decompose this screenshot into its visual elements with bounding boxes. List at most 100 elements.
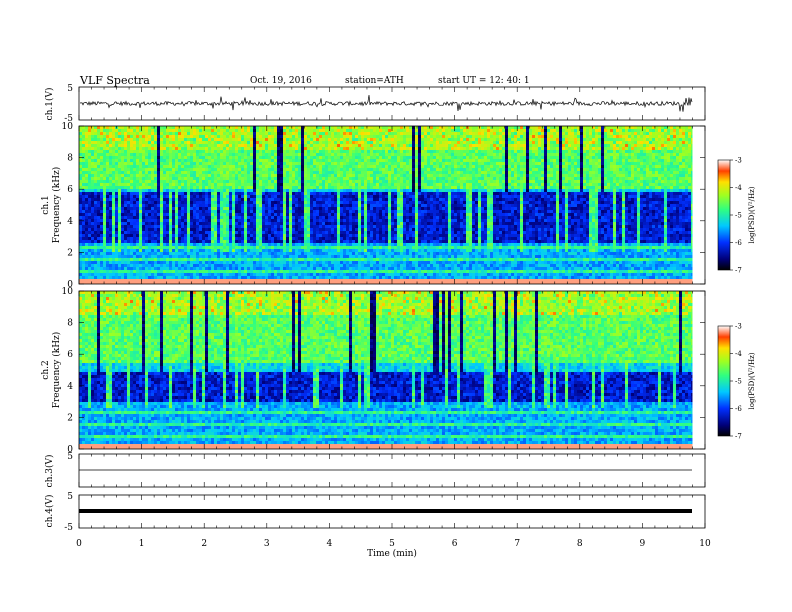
spectrogram-cell: [214, 279, 217, 282]
spectrogram-cell: [247, 159, 250, 162]
spectrogram-cell: [178, 198, 181, 201]
spectrogram-cell: [292, 189, 295, 192]
spectrogram-cell: [187, 282, 190, 284]
spectrogram-cell: [322, 162, 325, 165]
spectrogram-cell: [262, 177, 265, 180]
spectrogram-cell: [172, 249, 175, 252]
spectrogram-cell: [208, 174, 211, 177]
spectrogram-cell: [142, 222, 145, 225]
spectrogram-cell: [331, 201, 334, 204]
spectrogram-cell: [346, 153, 349, 156]
spectrogram-cell: [85, 225, 88, 228]
spectrogram-cell: [121, 267, 124, 270]
ch1-waveform-ylabel: ch.1(V): [44, 88, 55, 121]
spectrogram-cell: [331, 168, 334, 171]
spectrogram-cell: [136, 159, 139, 162]
spectrogram-cell: [277, 267, 280, 270]
spectrogram-cell: [139, 129, 142, 132]
spectrogram-cell: [163, 249, 166, 252]
spectrogram-cell: [208, 264, 211, 267]
spectrogram-cell: [130, 270, 133, 273]
spectrogram-cell: [328, 186, 331, 189]
spectrogram-cell: [265, 195, 268, 198]
spectrogram-cell: [133, 153, 136, 156]
spectrogram-cell: [298, 240, 301, 243]
spectrogram-cell: [226, 141, 229, 144]
spectrogram-cell: [178, 174, 181, 177]
spectrogram-cell: [223, 258, 226, 261]
spectrogram-cell: [172, 237, 175, 240]
spectrogram-cell: [220, 270, 223, 273]
spectrogram-cell: [256, 246, 259, 249]
spectrogram-cell: [127, 153, 130, 156]
spectrogram-cell: [160, 210, 163, 213]
spectrogram-cell: [352, 240, 355, 243]
spectrogram-cell: [337, 258, 340, 261]
spectrogram-cell: [292, 153, 295, 156]
spectrogram-cell: [133, 201, 136, 204]
spectrogram-cell: [307, 150, 310, 153]
spectrogram-cell: [325, 225, 328, 228]
spectrogram-cell: [100, 255, 103, 258]
spectrogram-cell: [349, 129, 352, 132]
spectrogram-cell: [304, 147, 307, 150]
spectrogram-cell: [136, 279, 139, 282]
spectrogram-cell: [214, 138, 217, 141]
spectrogram-cell: [115, 183, 118, 186]
spectrogram-cell: [259, 276, 262, 279]
spectrogram-cell: [343, 129, 346, 132]
spectrogram-cell: [208, 144, 211, 147]
spectrogram-cell: [319, 165, 322, 168]
spectrogram-cell: [118, 279, 121, 282]
spectrogram-cell: [85, 210, 88, 213]
spectrogram-cell: [217, 222, 220, 225]
spectrogram-cell: [316, 186, 319, 189]
spectrogram-cell: [307, 186, 310, 189]
spectrogram-cell: [109, 258, 112, 261]
spectrogram-cell: [349, 126, 352, 129]
spectrogram-cell: [115, 222, 118, 225]
spectrogram-cell: [256, 165, 259, 168]
spectrogram-cell: [328, 228, 331, 231]
spectrogram-cell: [268, 180, 271, 183]
spectrogram-cell: [115, 156, 118, 159]
spectrogram-cell: [268, 144, 271, 147]
spectrogram-cell: [91, 249, 94, 252]
spectrogram-cell: [352, 147, 355, 150]
spectrogram-cell: [343, 237, 346, 240]
spectrogram-cell: [328, 132, 331, 135]
spectrogram-cell: [256, 189, 259, 192]
spectrogram-cell: [139, 150, 142, 153]
spectrogram-cell: [355, 279, 358, 282]
spectrogram-cell: [133, 156, 136, 159]
spectrogram-cell: [274, 141, 277, 144]
spectrogram-cell: [283, 279, 286, 282]
spectrogram-cell: [184, 198, 187, 201]
spectrogram-cell: [208, 216, 211, 219]
spectrogram-cell: [256, 249, 259, 252]
spectrogram-cell: [343, 162, 346, 165]
spectrogram-cell: [211, 273, 214, 276]
spectrogram-cell: [253, 267, 256, 270]
spectrogram-cell: [352, 192, 355, 195]
spectrogram-cell: [247, 276, 250, 279]
spectrogram-cell: [112, 240, 115, 243]
spectrogram-cell: [268, 201, 271, 204]
spectrogram-cell: [193, 153, 196, 156]
spectrogram-cell: [103, 192, 106, 195]
spectrogram-cell: [346, 144, 349, 147]
spectrogram-cell: [85, 174, 88, 177]
spectrogram-cell: [313, 132, 316, 135]
spectrogram-cell: [217, 213, 220, 216]
spectrogram-cell: [292, 174, 295, 177]
spectrogram-cell: [244, 156, 247, 159]
spectrogram-cell: [259, 159, 262, 162]
spectrogram-cell: [268, 264, 271, 267]
spectrogram-cell: [274, 207, 277, 210]
spectrogram-cell: [229, 183, 232, 186]
spectrogram-cell: [244, 279, 247, 282]
spectrogram-cell: [133, 234, 136, 237]
spectrogram-cell: [253, 231, 256, 234]
spectrogram-cell: [160, 132, 163, 135]
spectrogram-cell: [355, 186, 358, 189]
